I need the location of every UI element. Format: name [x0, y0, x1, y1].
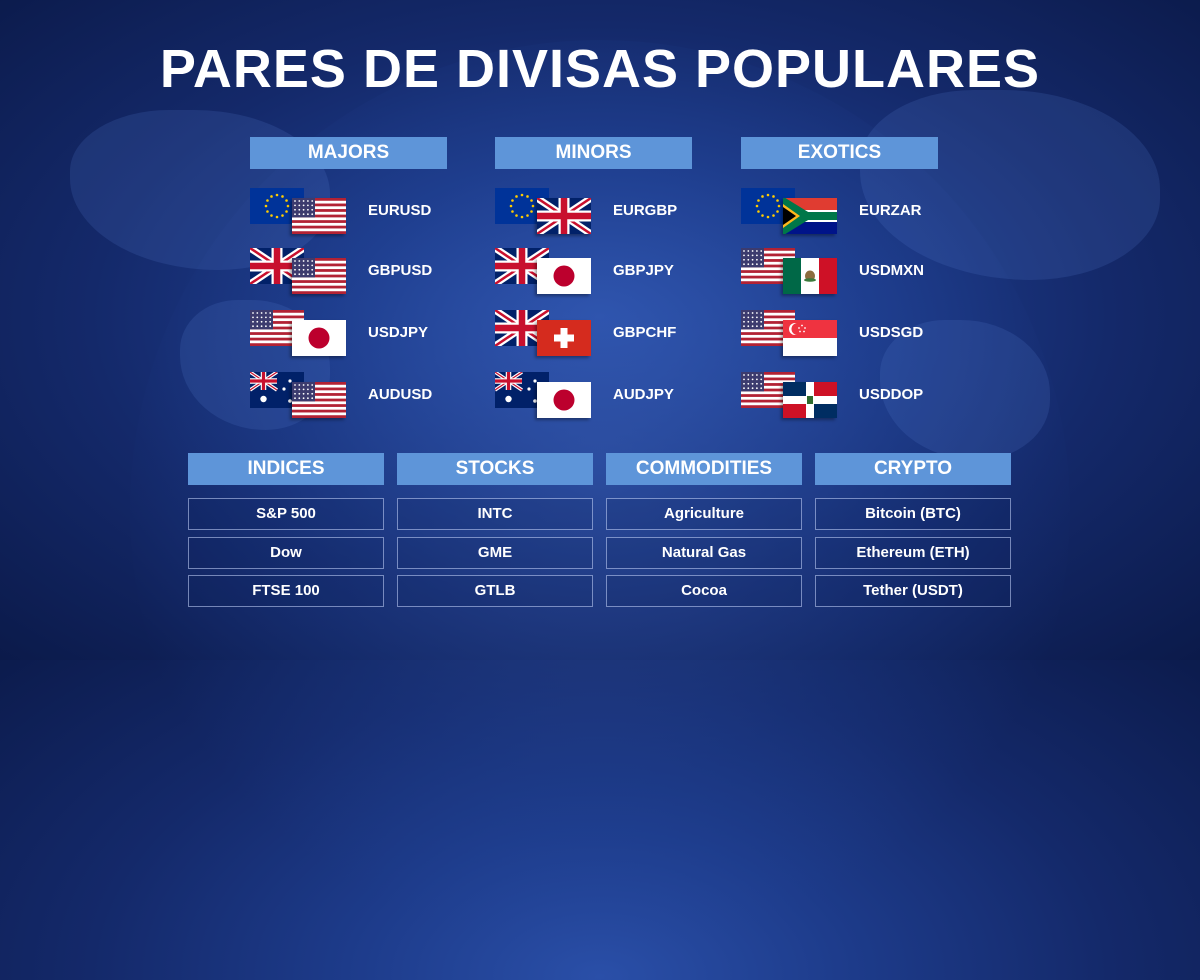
- category-item: Natural Gas: [606, 537, 802, 569]
- column-header-exotics: EXOTICS: [741, 137, 938, 169]
- us-flag-icon: [292, 258, 346, 294]
- category-item: FTSE 100: [188, 575, 384, 607]
- category-header-indices: INDICES: [188, 453, 384, 485]
- currency-pair-usdjpy: USDJPY: [250, 310, 480, 360]
- continent-shape: [860, 90, 1160, 280]
- mexico-flag-icon: [783, 258, 837, 294]
- us-flag-icon: [292, 382, 346, 418]
- eu-flag-icon: [250, 188, 304, 224]
- south-africa-flag-icon: [783, 198, 837, 234]
- uk-flag-icon: [537, 198, 591, 234]
- currency-pair-audjpy: AUDJPY: [495, 372, 725, 422]
- pair-code: EURZAR: [859, 202, 922, 219]
- currency-pair-usddop: USDDOP: [741, 372, 971, 422]
- category-item: Agriculture: [606, 498, 802, 530]
- currency-pair-audusd: AUDUSD: [250, 372, 480, 422]
- column-header-majors: MAJORS: [250, 137, 447, 169]
- currency-pair-usdsgd: USDSGD: [741, 310, 971, 360]
- column-header-minors: MINORS: [495, 137, 692, 169]
- pair-code: USDDOP: [859, 386, 924, 403]
- pair-code: USDMXN: [859, 262, 925, 279]
- category-header-stocks: STOCKS: [397, 453, 593, 485]
- pair-code: USDSGD: [859, 324, 924, 341]
- pair-code: AUDUSD: [368, 386, 433, 403]
- singapore-flag-icon: [783, 320, 837, 356]
- category-item: Cocoa: [606, 575, 802, 607]
- pair-code: AUDJPY: [613, 386, 674, 403]
- currency-pair-eurgbp: EURGBP: [495, 188, 725, 238]
- currency-pair-gbpchf: GBPCHF: [495, 310, 725, 360]
- page-title: PARES DE DIVISAS POPULARES: [159, 39, 1041, 99]
- category-item: Tether (USDT): [815, 575, 1011, 607]
- switzerland-flag-icon: [537, 320, 591, 356]
- dominican-republic-flag-icon: [783, 382, 837, 418]
- pair-code: GBPCHF: [613, 324, 677, 341]
- pair-code: EURGBP: [613, 202, 678, 219]
- japan-flag-icon: [537, 258, 591, 294]
- japan-flag-icon: [292, 320, 346, 356]
- category-item: GME: [397, 537, 593, 569]
- category-item: Ethereum (ETH): [815, 537, 1011, 569]
- category-item: GTLB: [397, 575, 593, 607]
- category-header-commodities: COMMODITIES: [606, 453, 802, 485]
- us-flag-icon: [741, 372, 795, 408]
- japan-flag-icon: [537, 382, 591, 418]
- category-item: INTC: [397, 498, 593, 530]
- continent-shape: [880, 320, 1050, 460]
- currency-pair-eurzar: EURZAR: [741, 188, 971, 238]
- category-header-crypto: CRYPTO: [815, 453, 1011, 485]
- currency-pair-eurusd: EURUSD: [250, 188, 480, 238]
- australia-flag-icon: [250, 372, 304, 408]
- currency-pair-gbpjpy: GBPJPY: [495, 248, 725, 298]
- currency-pair-usdmxn: USDMXN: [741, 248, 971, 298]
- category-item: S&P 500: [188, 498, 384, 530]
- us-flag-icon: [292, 198, 346, 234]
- pair-code: GBPJPY: [613, 262, 674, 279]
- currency-pair-gbpusd: GBPUSD: [250, 248, 480, 298]
- pair-code: USDJPY: [368, 324, 429, 341]
- pair-code: GBPUSD: [368, 262, 433, 279]
- category-item: Bitcoin (BTC): [815, 498, 1011, 530]
- category-item: Dow: [188, 537, 384, 569]
- pair-code: EURUSD: [368, 202, 432, 219]
